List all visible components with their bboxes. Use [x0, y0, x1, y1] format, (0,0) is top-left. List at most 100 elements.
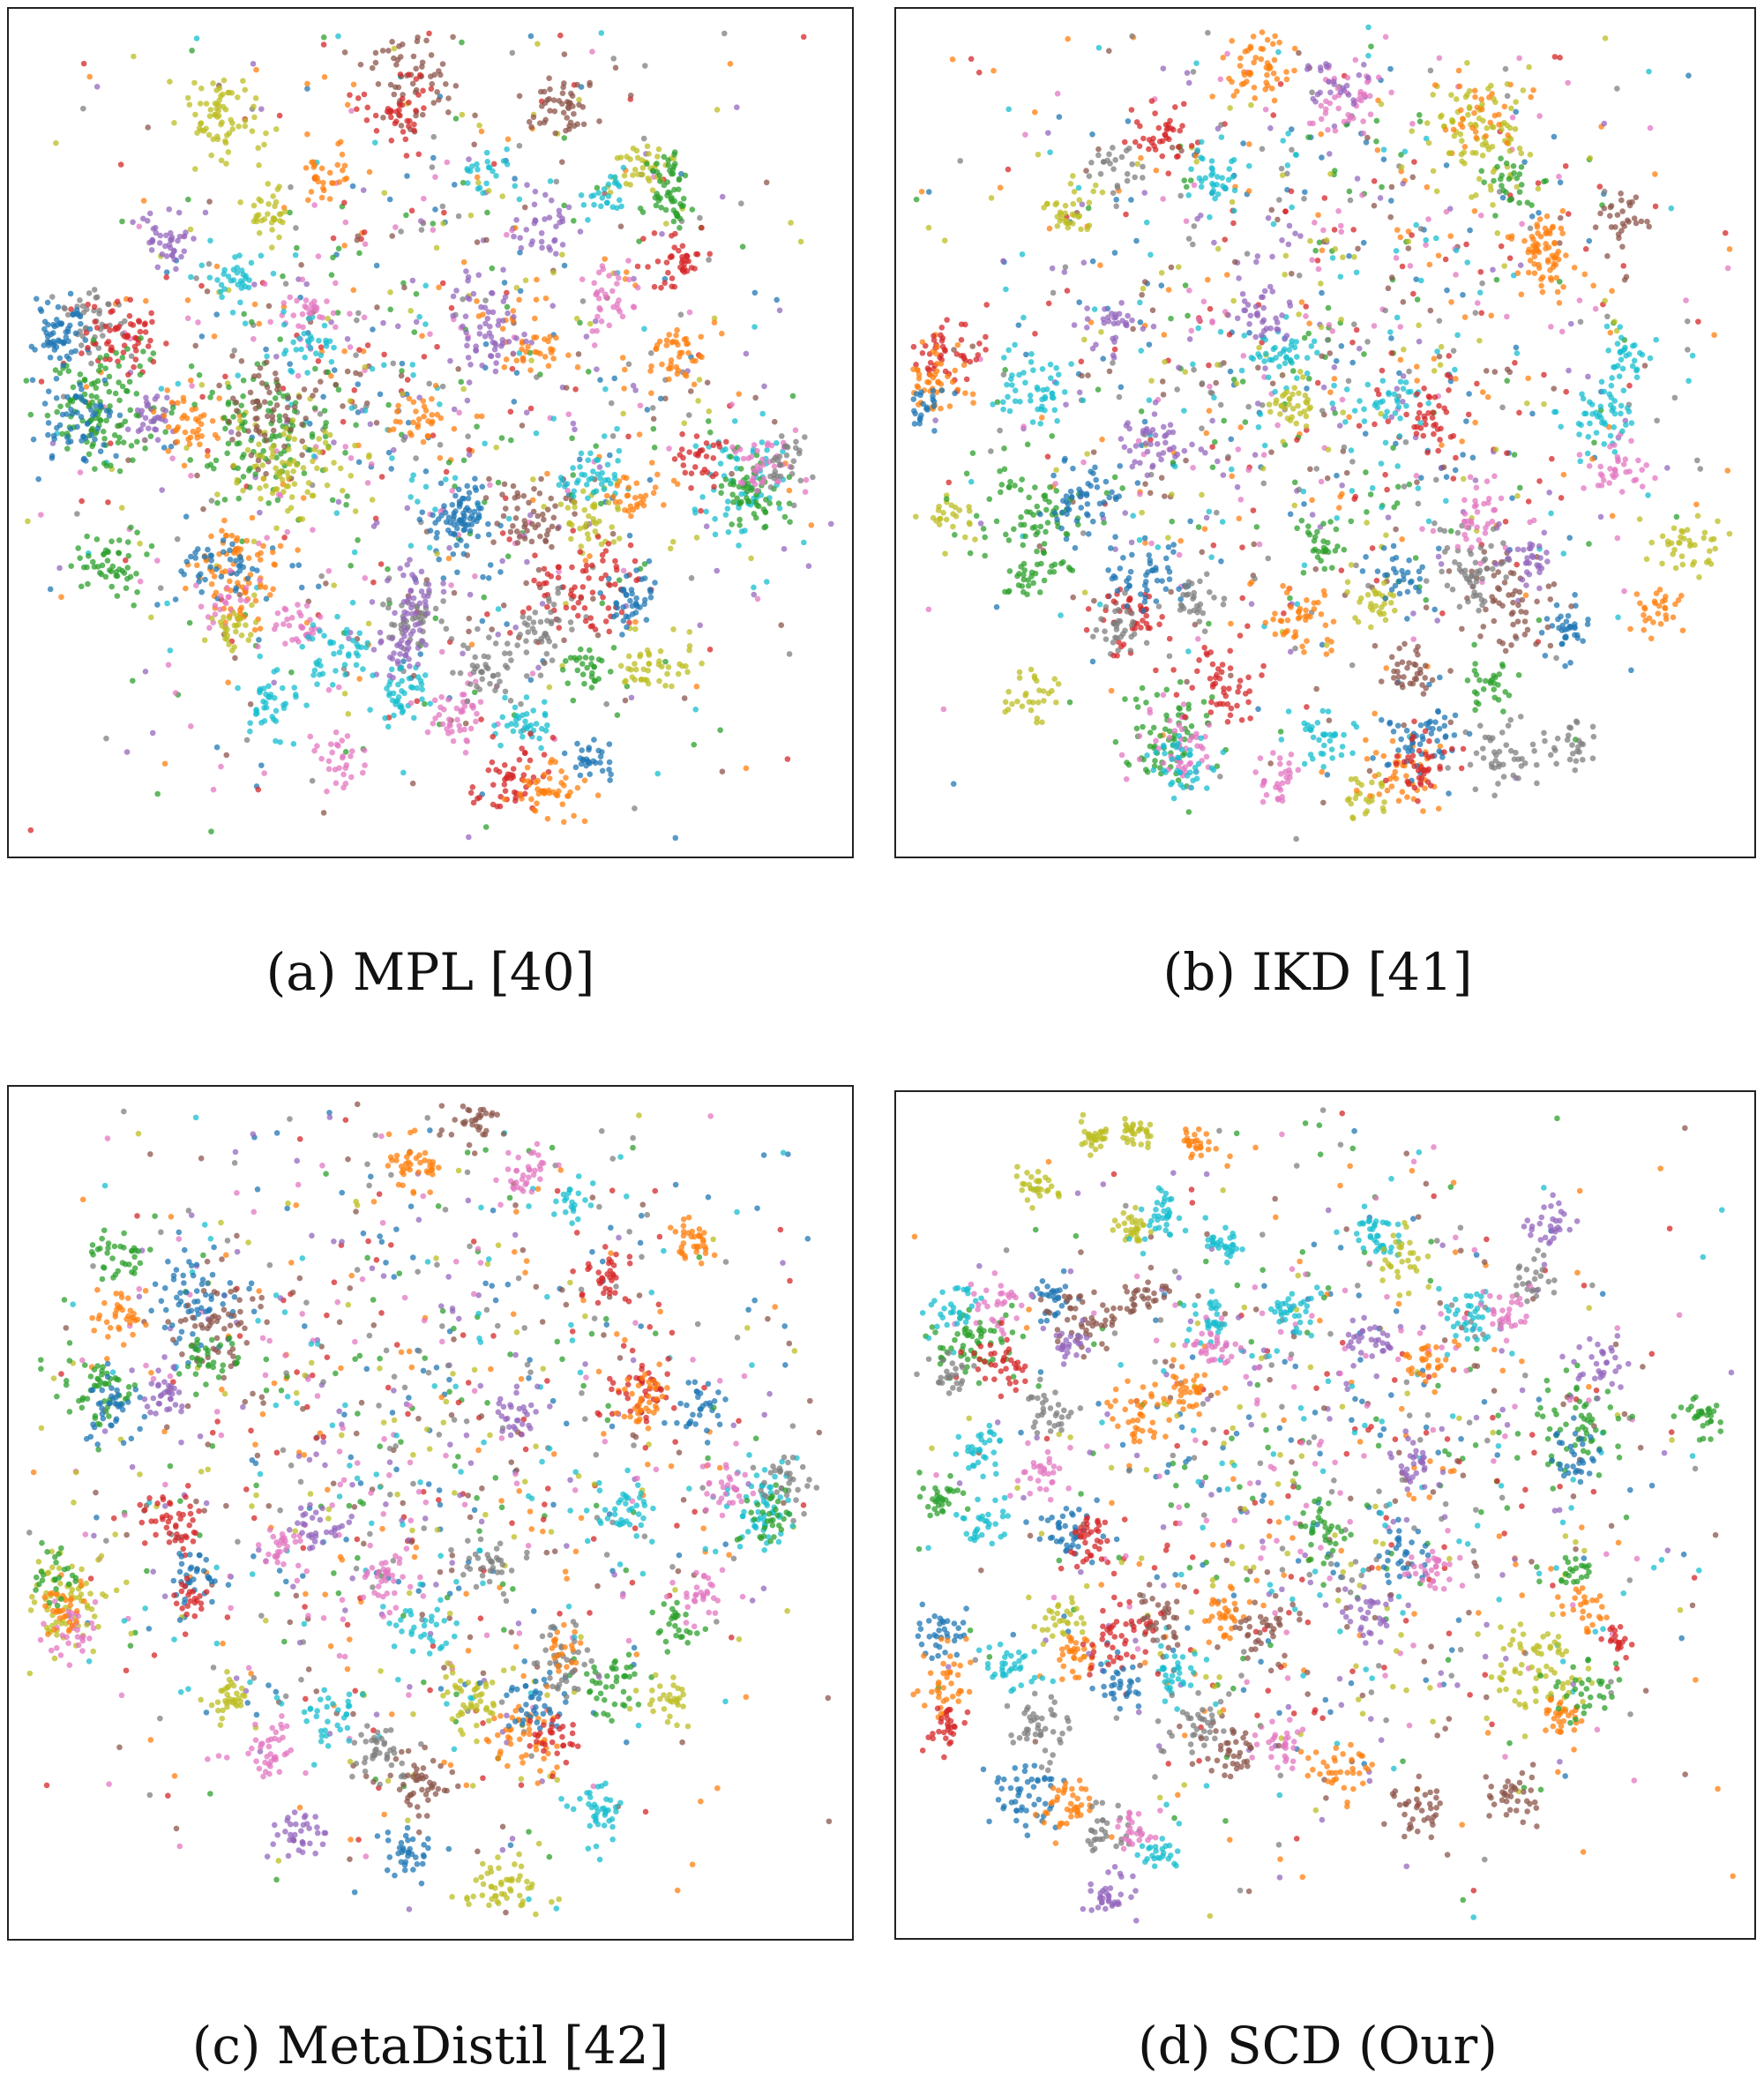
point-a-988 [186, 101, 193, 108]
point-a-2896 [525, 629, 532, 635]
point-a-3819 [451, 516, 457, 522]
point-b-652 [1385, 285, 1392, 292]
point-a-485 [751, 591, 758, 598]
point-a-1401 [131, 343, 138, 350]
point-a-2871 [633, 601, 639, 608]
point-a-697 [589, 49, 595, 55]
point-b-293 [1195, 524, 1202, 530]
point-b-768 [1191, 366, 1197, 373]
point-a-328 [507, 630, 513, 636]
point-a-1912 [266, 389, 273, 396]
point-a-3709 [176, 209, 183, 216]
point-a-422 [703, 523, 710, 529]
point-a-2608 [640, 666, 647, 672]
point-a-3791 [421, 413, 427, 420]
point-a-3258 [693, 433, 700, 439]
point-a-1877 [234, 476, 241, 483]
point-a-537 [204, 288, 211, 295]
point-a-538 [519, 423, 526, 429]
point-a-3629 [499, 337, 506, 343]
point-b-905 [1494, 230, 1501, 236]
point-a-2272 [389, 697, 396, 704]
point-a-3531 [528, 241, 534, 248]
point-a-3387 [639, 171, 646, 178]
point-a-2529 [508, 657, 514, 663]
point-a-910 [198, 262, 206, 269]
point-a-3284 [686, 449, 692, 455]
point-a-175 [341, 348, 348, 355]
point-b-3 [1557, 179, 1564, 186]
point-a-1612 [145, 401, 152, 408]
point-a-2464 [517, 790, 523, 797]
point-b-1085 [1263, 79, 1269, 86]
point-a-760 [398, 228, 404, 235]
point-b-711 [1312, 220, 1318, 226]
point-a-389 [377, 561, 385, 567]
point-a-1487 [64, 445, 71, 452]
point-a-3738 [228, 277, 235, 284]
point-a-2536 [450, 670, 456, 676]
point-b-1022 [1219, 519, 1226, 525]
point-b-966 [1369, 485, 1376, 491]
point-a-957 [422, 282, 430, 289]
point-b-339 [1207, 305, 1214, 312]
point-a-2611 [646, 661, 653, 667]
point-a-1237 [474, 161, 480, 168]
point-a-2847 [625, 614, 632, 620]
point-a-2718 [513, 528, 520, 535]
point-a-2814 [607, 582, 613, 588]
point-a-109 [300, 495, 307, 501]
point-a-298 [385, 565, 391, 572]
point-a-3883 [665, 161, 672, 168]
point-a-1636 [90, 558, 96, 565]
point-a-2757 [583, 520, 590, 527]
point-a-2497 [607, 777, 613, 783]
point-a-2463 [550, 789, 557, 796]
point-a-844 [347, 398, 354, 404]
point-a-2539 [504, 640, 511, 647]
point-a-2670 [467, 527, 474, 535]
point-a-1497 [59, 430, 65, 438]
point-a-2704 [563, 495, 569, 502]
point-b-999 [1361, 406, 1367, 413]
point-a-3278 [682, 469, 689, 476]
point-b-204 [1589, 455, 1596, 462]
point-a-2544 [501, 650, 508, 656]
point-a-687 [218, 763, 224, 770]
point-a-3632 [511, 313, 517, 320]
point-a-1676 [198, 433, 205, 439]
point-a-636 [444, 159, 451, 166]
point-a-446 [271, 679, 277, 686]
point-a-2849 [632, 610, 639, 616]
point-a-3380 [677, 200, 684, 207]
point-a-2161 [310, 622, 317, 628]
point-a-3866 [316, 337, 322, 344]
point-a-230 [287, 209, 293, 216]
point-a-2119 [234, 613, 240, 619]
point-b-465 [1220, 472, 1227, 478]
point-a-1516 [108, 462, 114, 468]
point-a-63 [517, 249, 523, 256]
point-a-1032 [198, 120, 204, 127]
point-b-301 [1394, 500, 1401, 506]
point-a-3039 [593, 488, 600, 494]
point-b-602 [1106, 368, 1113, 375]
point-a-1842 [322, 439, 329, 446]
point-a-1889 [276, 473, 283, 480]
point-b-852 [1191, 223, 1198, 229]
point-a-602 [323, 580, 329, 587]
point-a-944 [443, 476, 449, 483]
point-a-464 [466, 834, 472, 841]
point-a-1328 [65, 338, 71, 345]
point-b-422 [1371, 178, 1378, 184]
point-a-656 [347, 311, 353, 317]
point-a-1795 [213, 457, 220, 464]
point-b-124 [1065, 35, 1071, 42]
point-b-46 [1686, 72, 1692, 79]
point-b-809 [1382, 307, 1389, 314]
point-a-3698 [163, 232, 169, 239]
point-a-1069 [396, 43, 402, 49]
point-a-1418 [81, 378, 88, 384]
point-a-908 [751, 324, 758, 330]
point-a-2402 [520, 772, 527, 778]
